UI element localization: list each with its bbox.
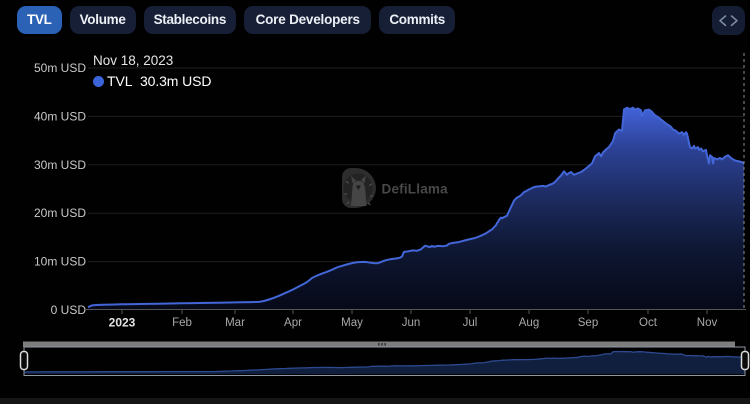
svg-text:0 USD: 0 USD — [51, 303, 87, 317]
svg-text:50m USD: 50m USD — [34, 61, 86, 75]
svg-text:Aug: Aug — [519, 317, 539, 329]
svg-text:DefiLlama: DefiLlama — [382, 182, 449, 197]
svg-text:2023: 2023 — [109, 316, 136, 330]
svg-text:May: May — [341, 317, 363, 329]
svg-text:Sep: Sep — [578, 317, 598, 329]
svg-text:10m USD: 10m USD — [34, 255, 86, 269]
svg-text:20m USD: 20m USD — [34, 206, 86, 220]
svg-text:40m USD: 40m USD — [34, 109, 86, 123]
svg-text:Oct: Oct — [639, 317, 658, 329]
svg-text:Feb: Feb — [172, 317, 192, 329]
svg-text:Apr: Apr — [284, 317, 302, 329]
svg-text:Nov: Nov — [697, 317, 718, 329]
svg-text:Jun: Jun — [402, 317, 421, 329]
svg-text:Jul: Jul — [463, 317, 478, 329]
svg-text:Mar: Mar — [225, 317, 245, 329]
svg-text:30m USD: 30m USD — [34, 158, 86, 172]
